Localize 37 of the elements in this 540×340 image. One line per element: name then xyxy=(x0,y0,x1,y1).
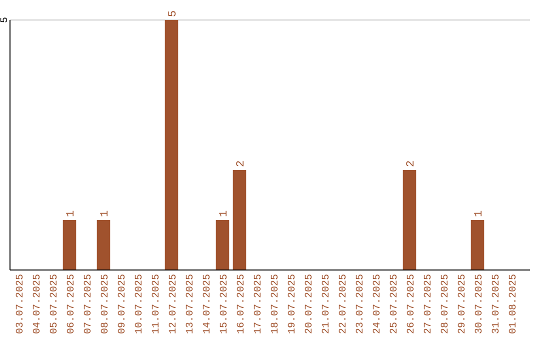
x-tick-label: 14.07.2025 xyxy=(202,274,214,334)
data-label: 1 xyxy=(218,210,230,217)
data-label: 1 xyxy=(100,210,112,217)
x-tick-label: 26.07.2025 xyxy=(406,274,418,334)
x-tick-label: 06.07.2025 xyxy=(66,274,78,334)
x-tick-label: 29.07.2025 xyxy=(458,274,468,334)
x-tick-label: 11.07.2025 xyxy=(152,274,162,334)
x-tick-label: 17.07.2025 xyxy=(254,274,264,334)
x-tick-label: 21.07.2025 xyxy=(322,274,332,334)
x-tick-label: 15.07.2025 xyxy=(220,274,230,334)
x-tick-label: 03.07.2025 xyxy=(16,274,26,334)
x-tick-label: 16.07.2025 xyxy=(236,274,248,334)
x-tick-label: 07.07.2025 xyxy=(84,274,94,334)
x-tick-label: 13.07.2025 xyxy=(186,274,196,334)
x-tick-label: 04.07.2025 xyxy=(32,274,44,334)
x-tick-label: 25.07.2025 xyxy=(390,274,400,334)
data-label: 1 xyxy=(474,210,486,217)
x-tick-label: 23.07.2025 xyxy=(356,274,366,334)
x-tick-label: 01.08.2025 xyxy=(508,274,520,334)
x-tick-label: 10.07.2025 xyxy=(134,274,146,334)
x-tick-label: 05.07.2025 xyxy=(50,274,60,334)
data-label: 2 xyxy=(236,160,248,167)
x-tick-label: 20.07.2025 xyxy=(304,274,316,334)
data-label: 1 xyxy=(66,210,78,217)
x-tick-label: 27.07.2025 xyxy=(424,274,434,334)
x-tick-label: 22.07.2025 xyxy=(338,274,350,334)
x-tick-label: 31.07.2025 xyxy=(492,274,502,334)
x-tick-label: 09.07.2025 xyxy=(118,274,128,334)
x-tick-label: 18.07.2025 xyxy=(270,274,282,334)
data-label: 2 xyxy=(406,160,418,167)
x-tick-label: 30.07.2025 xyxy=(474,274,486,334)
x-tick-label: 12.07.2025 xyxy=(168,274,180,334)
data-label: 5 xyxy=(168,10,180,17)
x-tick-label: 24.07.2025 xyxy=(372,274,384,334)
x-tick-label: 08.07.2025 xyxy=(100,274,112,334)
x-tick-label: 19.07.2025 xyxy=(288,274,298,334)
x-tick-label: 28.07.2025 xyxy=(440,274,452,334)
